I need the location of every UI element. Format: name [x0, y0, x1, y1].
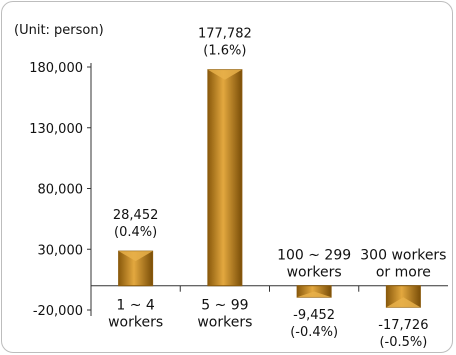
bar	[118, 250, 154, 287]
y-axis: -20,000 30,000 80,000 130,000 180,000	[29, 61, 448, 319]
x-tick-label: 5 ~ 99	[201, 298, 248, 314]
y-tick-label: 30,000	[38, 243, 84, 258]
data-label-percent: (-0.5%)	[379, 335, 427, 350]
data-label-value: 177,782	[198, 27, 252, 42]
data-label-value: 28,452	[113, 208, 159, 223]
x-tick-label: or more	[376, 265, 431, 281]
data-label-percent: (1.6%)	[203, 44, 246, 59]
x-tick-label: workers	[108, 315, 163, 331]
data-label-percent: (-0.4%)	[290, 325, 338, 340]
bar-body	[118, 250, 154, 287]
data-label-value: -17,726	[378, 318, 428, 333]
bar	[296, 285, 332, 298]
x-tick-label: 100 ~ 299	[277, 248, 351, 264]
bar-body	[207, 69, 243, 287]
bar	[207, 69, 243, 287]
y-tick-label: 80,000	[38, 183, 84, 198]
x-tick-label: 1 ~ 4	[116, 298, 155, 314]
bar-cap	[297, 291, 332, 298]
bar-cap	[118, 251, 153, 262]
y-tick-label: -20,000	[33, 304, 83, 319]
bars	[118, 69, 421, 308]
y-tick-label: 180,000	[29, 61, 83, 76]
x-tick-label: 300 workers	[360, 248, 446, 264]
data-label-value: -9,452	[293, 308, 335, 323]
unit-note: (Unit: person)	[14, 23, 104, 38]
bar	[385, 285, 421, 308]
data-label-percent: (0.4%)	[114, 225, 157, 240]
bar-cap	[386, 297, 421, 308]
y-tick-label: 130,000	[29, 122, 83, 137]
value-labels: 28,452 (0.4%) 177,782 (1.6%) -9,452 (-0.4%) -1…	[113, 27, 429, 351]
x-tick-label: workers	[287, 265, 342, 281]
x-tick-label: workers	[197, 315, 252, 331]
bar-cap	[207, 69, 242, 80]
